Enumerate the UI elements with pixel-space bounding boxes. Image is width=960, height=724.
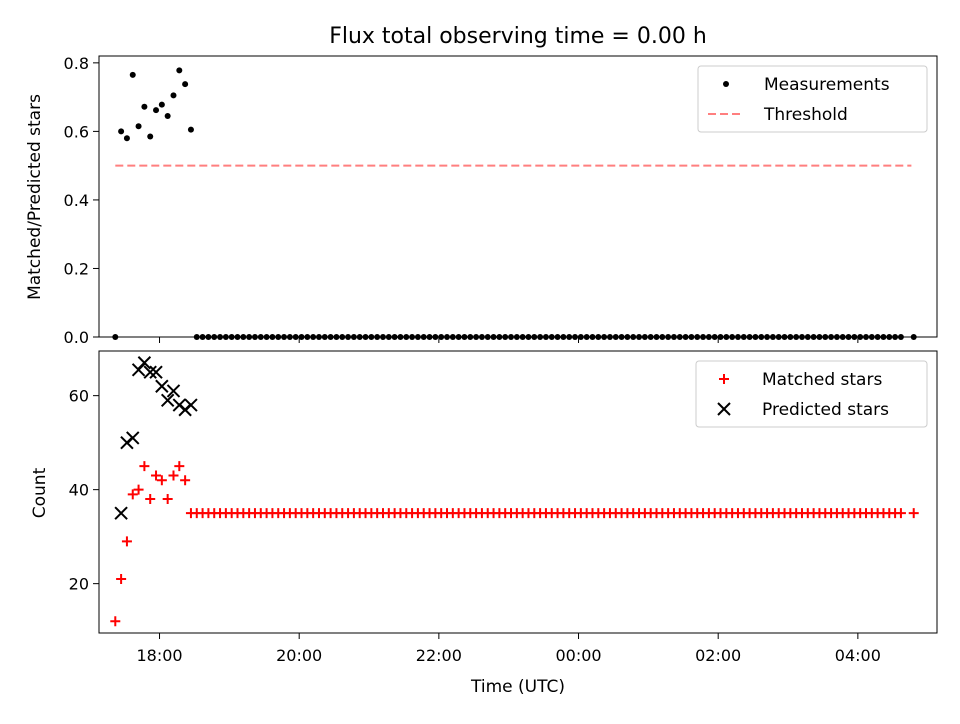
legend-predicted-swatch (717, 402, 731, 416)
matched-star-point (139, 461, 150, 472)
matched-star-point (116, 573, 127, 584)
legend-measurements-swatch (723, 81, 729, 87)
legend-label: Matched stars (762, 370, 882, 390)
y-tick-label: 40 (69, 481, 89, 500)
predicted-star-point (137, 356, 152, 370)
matched-star-point (895, 508, 906, 519)
top-panel: 0.0 0.2 0.4 0.6 0.8 Measurements Threshold (64, 54, 938, 347)
measurement-point (153, 107, 160, 114)
measurement-point (147, 133, 154, 140)
legend-label: Predicted stars (762, 400, 889, 420)
measurement-point (141, 103, 148, 110)
predicted-star-point (143, 365, 157, 379)
x-axis-label: Time (UTC) (470, 677, 565, 697)
matched-star-point (121, 536, 132, 547)
legend-box (697, 65, 928, 133)
predicted-star-point (114, 506, 128, 520)
y-tick-label: 0.6 (64, 122, 89, 141)
legend-box (695, 360, 928, 428)
matched-star-point (174, 461, 185, 472)
predicted-star-point (184, 398, 198, 412)
matched-star-point (127, 489, 138, 500)
axes-frame (98, 55, 938, 338)
matched-star-point (145, 494, 156, 505)
legend-matched-swatch (719, 374, 729, 384)
predicted-star-point (126, 431, 140, 445)
measurement-point (176, 67, 183, 74)
measurement-point (170, 92, 177, 99)
predicted-star-point (160, 393, 175, 408)
legend-label: Measurements (764, 75, 890, 95)
x-tick-label: 02:00 (695, 646, 741, 665)
matched-star-point (151, 470, 162, 481)
predicted-star-point (155, 379, 169, 393)
predicted-star-point (149, 365, 163, 379)
x-tick-label: 04:00 (835, 646, 881, 665)
matched-star-point (110, 616, 121, 627)
matched-star-point (156, 475, 167, 486)
matched-star-point (133, 484, 144, 495)
measurement-point (135, 123, 142, 130)
bottom-panel: 20 40 60 18:00 20:00 22:00 00:00 02:00 04:00 Matc… (69, 350, 938, 665)
matched-star-point (168, 470, 179, 481)
measurement-point (187, 126, 194, 133)
x-tick-label: 00:00 (555, 646, 601, 665)
measurement-point (164, 112, 171, 119)
measurement-point (123, 135, 130, 142)
x-tick-label: 20:00 (276, 646, 322, 665)
matched-star-point (162, 494, 173, 505)
measurement-point (158, 101, 165, 108)
figure-title: Flux total observing time = 0.00 h (329, 24, 707, 49)
predicted-star-point (166, 384, 181, 398)
measurement-point (182, 81, 189, 88)
bottom-ylabel: Count (30, 467, 50, 518)
x-tick-label: 18:00 (136, 646, 182, 665)
measurement-point (118, 128, 125, 135)
measurement-point (129, 71, 136, 78)
y-tick-label: 60 (69, 387, 89, 406)
matched-star-point (180, 475, 191, 486)
matched-star-point (908, 508, 919, 519)
axes-frame (98, 350, 938, 634)
y-tick-label: 20 (69, 575, 89, 594)
legend-label: Threshold (763, 105, 848, 125)
top-ylabel: Matched/Predicted stars (25, 94, 45, 300)
y-tick-label: 0.2 (64, 259, 89, 278)
y-tick-label: 0.4 (64, 191, 89, 210)
y-tick-label: 0.0 (64, 328, 89, 347)
y-tick-label: 0.8 (64, 54, 89, 73)
x-tick-label: 22:00 (416, 646, 462, 665)
